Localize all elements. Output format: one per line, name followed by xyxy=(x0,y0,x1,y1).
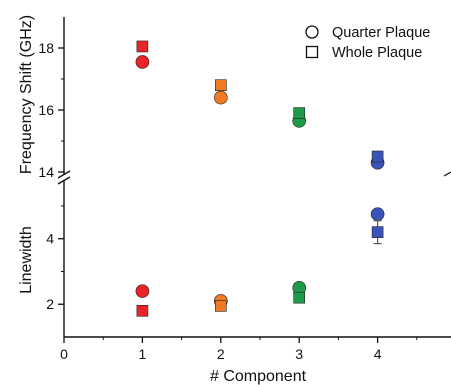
point-top-whole-plaque xyxy=(215,79,227,91)
legend-square-marker xyxy=(305,45,319,59)
legend-label: Whole Plaque xyxy=(332,45,422,61)
point-bottom-whole-plaque xyxy=(215,300,227,312)
axis-break-mark xyxy=(57,176,71,185)
y-tick-label-bottom: 4 xyxy=(46,231,54,247)
y-tick-label-bottom: 2 xyxy=(46,296,54,312)
legend-circle-marker xyxy=(305,25,319,39)
point-top-quarter-plaque xyxy=(214,90,228,105)
point-top-quarter-plaque xyxy=(135,55,150,69)
x-tick-label: 2 xyxy=(217,346,225,362)
point-bottom-quarter-plaque xyxy=(135,284,150,298)
x-tick-label: 0 xyxy=(60,346,68,362)
x-tick-label: 1 xyxy=(139,346,147,362)
point-top-whole-plaque xyxy=(371,150,384,163)
point-bottom-whole-plaque xyxy=(136,304,149,317)
x-tick-label: 4 xyxy=(374,346,382,362)
data-marks-group xyxy=(135,40,385,317)
point-bottom-quarter-plaque xyxy=(370,207,385,221)
x-axis-title: # Component xyxy=(210,368,307,385)
y-axis-title-top: Frequency Shift (GHz) xyxy=(18,15,35,174)
axis-break-mark-right xyxy=(443,171,451,177)
x-tick-label: 3 xyxy=(295,346,303,362)
y-tick-label-top: 14 xyxy=(38,164,54,180)
point-top-whole-plaque xyxy=(293,107,306,119)
axis-break-mark xyxy=(57,170,71,179)
point-top-whole-plaque xyxy=(136,40,149,53)
y-tick-label-top: 16 xyxy=(38,102,54,118)
point-bottom-whole-plaque xyxy=(371,226,384,238)
point-bottom-whole-plaque xyxy=(293,291,306,304)
legend-label: Quarter Plaque xyxy=(332,25,430,41)
y-axis-title-bottom: Linewidth xyxy=(18,226,35,294)
legend: Quarter Plaque Whole Plaque xyxy=(305,25,430,61)
y-tick-label-top: 18 xyxy=(38,40,54,56)
